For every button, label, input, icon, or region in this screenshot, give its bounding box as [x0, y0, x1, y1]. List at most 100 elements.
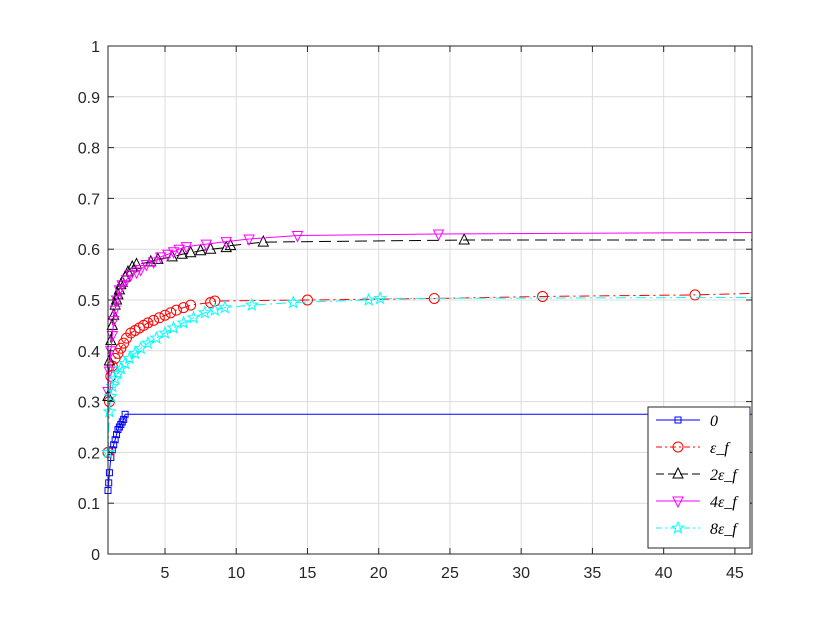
- series-4-point-21: [286, 295, 301, 309]
- series-line-1: [107, 292, 753, 453]
- series-2: [102, 232, 752, 402]
- series-layer: [100, 229, 753, 494]
- y-tick-label: 0.7: [78, 191, 100, 208]
- x-tick-label: 40: [655, 565, 673, 582]
- series-3-point-10: [124, 270, 137, 282]
- series-3-point-3: [106, 331, 119, 343]
- series-0-point-7: [113, 431, 121, 439]
- y-tick-label: 0.6: [78, 242, 100, 259]
- axes: 5 10 15 20 25 30 35 40 4500.10.20.30.40.50.60.70…: [78, 39, 753, 582]
- series-3: [102, 229, 753, 399]
- series-0-point-2: [105, 469, 113, 477]
- series-1-point-25: [537, 290, 549, 302]
- series-3-point-12: [134, 265, 147, 277]
- series-0-point-5: [110, 441, 118, 449]
- series-4-point-15: [176, 315, 191, 329]
- legend-label-3: 4ε_f: [710, 494, 739, 511]
- series-3-point-9: [120, 275, 133, 287]
- x-tick-label: 35: [584, 565, 602, 582]
- y-tick-label: 0.4: [78, 344, 100, 361]
- x-tick-label: 5: [161, 565, 170, 582]
- y-tick-label: 0.3: [78, 395, 100, 412]
- series-0-point-12: [120, 415, 128, 423]
- series-4-point-20: [244, 297, 259, 312]
- legend-label-0: 0: [710, 413, 718, 430]
- x-tick-label: 20: [370, 565, 388, 582]
- series-2-point-24: [257, 234, 270, 247]
- series-3-point-18: [173, 244, 186, 257]
- series-line-2: [107, 239, 752, 397]
- series-0-point-13: [121, 410, 129, 418]
- series-3-point-4: [107, 315, 120, 328]
- legend-box: [647, 406, 751, 549]
- series-2-point-21: [204, 242, 217, 254]
- series-3-point-8: [116, 280, 129, 292]
- series-3-point-23: [291, 230, 304, 243]
- y-tick-label: 0: [91, 547, 100, 564]
- series-1-point-23: [301, 294, 313, 306]
- legend-marker-1: [672, 441, 684, 453]
- series-2-point-25: [458, 232, 471, 245]
- legend-label-1: ε_f: [710, 440, 731, 457]
- series-4-point-6: [113, 361, 128, 375]
- series-3-point-5: [109, 305, 121, 318]
- series-4-point-11: [140, 335, 155, 350]
- legend-marker-3: [672, 496, 684, 509]
- x-tick-label: 30: [512, 565, 530, 582]
- series-line-3: [107, 231, 753, 392]
- legend-label-2: 2ε_f: [710, 467, 739, 484]
- y-tick-label: 0.5: [78, 293, 100, 310]
- x-tick-label: 15: [299, 565, 317, 582]
- series-4: [100, 291, 753, 459]
- series-1-point-17: [165, 307, 177, 319]
- series-3-point-16: [162, 249, 174, 262]
- series-4-point-13: [157, 325, 173, 340]
- legend: 0 ε_f 2ε_f 4ε_f 8ε_f: [647, 406, 751, 549]
- series-1-point-14: [148, 314, 160, 326]
- y-tick-label: 1: [91, 39, 100, 56]
- series-2-point-18: [176, 247, 188, 259]
- series-3-point-21: [220, 237, 233, 249]
- series-1-point-21: [205, 297, 217, 309]
- y-tick-label: 0.2: [78, 445, 100, 462]
- series-3-point-22: [243, 234, 255, 247]
- series-4-point-22: [361, 292, 376, 307]
- y-tick-label: 0.9: [78, 90, 100, 107]
- series-4-point-17: [197, 305, 212, 319]
- series-1-point-13: [142, 317, 154, 329]
- series-4-point-16: [186, 310, 201, 324]
- series-4-point-18: [207, 302, 222, 317]
- series-3-point-19: [180, 242, 193, 254]
- series-0: [104, 410, 752, 494]
- y-tick-label: 0.8: [78, 141, 100, 158]
- series-3-point-24: [432, 229, 445, 242]
- series-1-point-7: [118, 337, 130, 349]
- legend-marker-0: [674, 416, 682, 424]
- series-1-point-18: [170, 304, 182, 316]
- legend-marker-2: [672, 466, 684, 479]
- series-4-point-14: [166, 320, 181, 334]
- series-1-point-26: [689, 289, 701, 301]
- legend-marker-4: [670, 520, 686, 535]
- series-2-point-19: [184, 245, 197, 258]
- series-3-point-14: [147, 257, 160, 270]
- series-3-point-13: [140, 259, 153, 272]
- series-0-point-1: [105, 479, 113, 487]
- series-4-point-23: [373, 291, 388, 305]
- series-3-point-17: [167, 247, 180, 259]
- series-3-point-6: [110, 295, 123, 308]
- series-4-point-7: [118, 356, 133, 370]
- series-1-point-22: [209, 295, 221, 307]
- legend-label-4: 8ε_f: [710, 521, 739, 538]
- series-line-0: [107, 413, 752, 491]
- series-4-point-2: [103, 389, 118, 403]
- series-1-point-16: [159, 309, 171, 321]
- series-4-point-12: [149, 330, 164, 345]
- series-4-point-19: [217, 300, 232, 314]
- series-4-point-1: [102, 404, 117, 418]
- series-3-point-20: [200, 239, 213, 252]
- series-3-point-15: [154, 252, 167, 264]
- series-1-point-20: [185, 299, 197, 311]
- x-tick-label: 45: [726, 565, 744, 582]
